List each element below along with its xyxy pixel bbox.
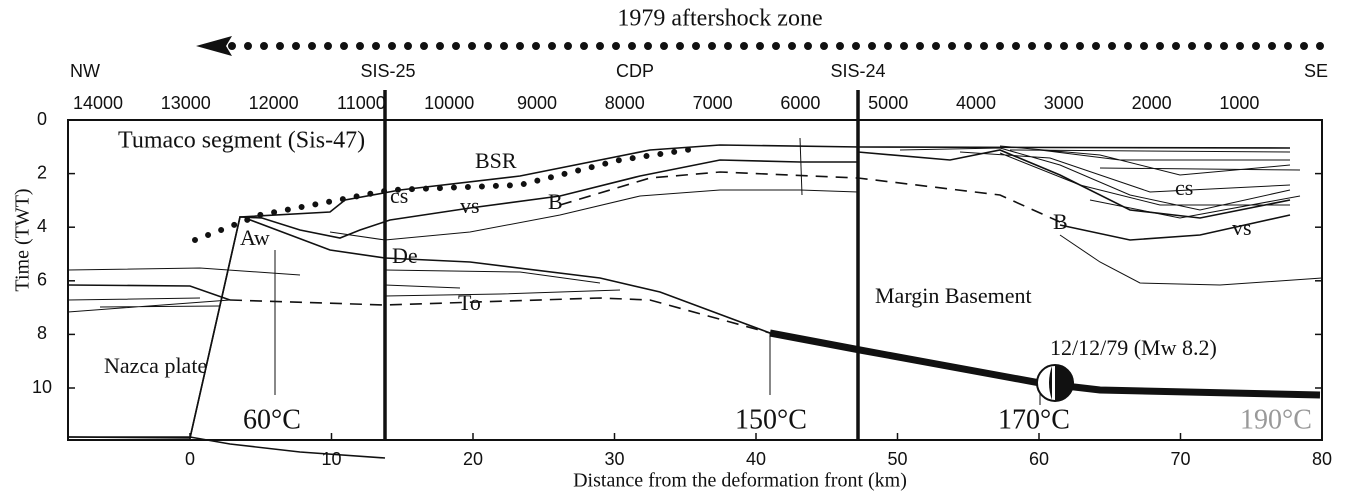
aw-label: Aw [240,225,270,250]
geology [67,137,1323,459]
x-tick-label: 70 [1170,449,1190,469]
cs-label: cs [1175,175,1193,200]
cdp-tick-label: 13000 [161,93,211,113]
cdp-tick-label: 10000 [424,93,474,113]
y-tick-label: 8 [37,323,47,343]
b-label: B [1053,209,1068,234]
cdp-tick-label: 11000 [337,93,386,113]
x-tick-label: 40 [746,449,766,469]
cdp-tick-label: 1000 [1219,93,1259,113]
x-tick-label: 20 [463,449,483,469]
temperature-label: 190°C [1240,404,1312,435]
profile-label: SIS-25 [360,61,415,81]
cdp-label: CDP [616,61,654,81]
b-label: B [548,189,563,214]
arrow-head [196,36,232,56]
x-axis-label: Distance from the deformation front (km) [573,470,907,492]
se-label: SE [1304,61,1328,81]
y-tick-label: 4 [37,216,47,236]
cdp-tick-label: 9000 [517,93,557,113]
cdp-tick-label: 14000 [73,93,123,113]
nw-label: NW [70,61,100,81]
cdp-tick-label: 8000 [605,93,645,113]
de-label: De [392,243,418,268]
basement-label: Margin Basement [875,283,1032,308]
cdp-tick-label: 5000 [868,93,908,113]
profile-label: SIS-24 [830,61,885,81]
frame [67,119,1323,441]
cs-label: cs [390,183,408,208]
x-tick-label: 60 [1029,449,1049,469]
vs-label: vs [1232,215,1252,240]
x-tick-label: 50 [887,449,907,469]
cdp-tick-label: 4000 [956,93,996,113]
segment-label: Tumaco segment (Sis-47) [118,128,365,154]
y-axis-label: Time (TWT) [12,188,34,291]
temperature-label: 150°C [735,404,807,435]
x-tick-label: 30 [604,449,624,469]
x-tick-label: 80 [1312,449,1332,469]
cdp-tick-label: 7000 [693,93,733,113]
y-tick-label: 2 [37,162,47,182]
cdp-tick-label: 6000 [780,93,820,113]
cdp-tick-label: 3000 [1044,93,1084,113]
bsr-label: BSR [475,148,517,173]
cdp-tick-label: 12000 [249,93,299,113]
event-label: 12/12/79 (Mw 8.2) [1050,335,1217,360]
vs-label: vs [460,193,480,218]
x-tick-label: 10 [321,449,341,469]
temperature-label: 170°C [998,404,1070,435]
nazca-label: Nazca plate [104,353,207,378]
to-label: To [458,290,481,315]
x-tick-label: 0 [185,449,195,469]
y-tick-label: 0 [37,109,47,129]
cdp-tick-label: 2000 [1132,93,1172,113]
y-tick-label: 10 [32,377,52,397]
title: 1979 aftershock zone [617,6,822,32]
temperature-label: 60°C [243,404,301,435]
y-tick-label: 6 [37,270,47,290]
